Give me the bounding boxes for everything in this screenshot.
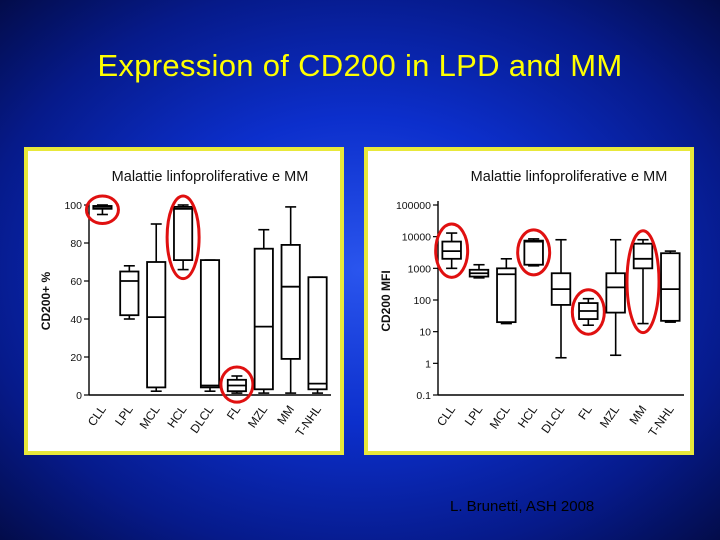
- y-tick-label: 10: [419, 327, 431, 339]
- x-tick-label-mm: MM: [274, 403, 297, 427]
- chart-title: Malattie linfoproliferative e MM: [471, 169, 668, 185]
- x-tick-label-lpl: LPL: [462, 402, 486, 428]
- box-mcl: [496, 267, 517, 324]
- highlight-circle-fl: [570, 288, 606, 336]
- y-tick-label: 20: [70, 352, 82, 364]
- y-tick-label: 100: [413, 295, 431, 307]
- box-mm: [280, 244, 301, 360]
- y-tick-label: 10000: [402, 232, 431, 244]
- x-tick-label-cll: CLL: [434, 402, 458, 428]
- box-cll: [441, 240, 462, 260]
- y-tick-label: 100000: [396, 200, 431, 212]
- x-tick-label-mcl: MCL: [137, 402, 163, 431]
- x-tick-label-t-nhl: T-NHL: [645, 402, 677, 439]
- x-tick-label-mzl: MZL: [597, 402, 622, 430]
- box-t-nhl: [307, 276, 328, 391]
- box-hcl: [523, 239, 544, 266]
- chart-panel-cd200-mfi: Malattie linfoproliferative e MM CD200 MF…: [364, 147, 694, 455]
- x-tick-label-dlcl: DLCL: [187, 402, 216, 435]
- x-tick-label-dlcl: DLCL: [538, 402, 567, 435]
- box-lpl: [119, 270, 140, 317]
- x-tick-label-mcl: MCL: [487, 402, 513, 431]
- slide-title: Expression of CD200 in LPD and MM: [97, 48, 623, 83]
- x-tick-label-t-nhl: T-NHL: [293, 402, 325, 439]
- box-mzl: [605, 272, 626, 314]
- y-tick-label: 1: [425, 358, 431, 370]
- y-tick-label: 60: [70, 276, 82, 288]
- boxplot-cd200-mfi: Malattie linfoproliferative e MM CD200 MF…: [379, 169, 684, 439]
- box-dlcl: [199, 259, 221, 389]
- x-tick-label-hcl: HCL: [515, 402, 540, 430]
- highlight-circle-cll: [84, 194, 120, 225]
- box-hcl: [173, 206, 194, 262]
- y-tick-label: 40: [70, 314, 82, 326]
- highlight-circle-hcl: [516, 228, 552, 277]
- box-mcl: [146, 261, 167, 389]
- highlight-circle-mm: [625, 229, 661, 335]
- y-tick-label: 0.1: [416, 390, 431, 402]
- box-mm: [632, 242, 654, 270]
- x-tick-label-fl: FL: [575, 402, 595, 422]
- chart-title: Malattie linfoproliferative e MM: [112, 169, 309, 185]
- y-tick-label: 1000: [408, 263, 432, 275]
- x-tick-label-cll: CLL: [85, 402, 109, 428]
- y-tick-label: 100: [64, 200, 82, 212]
- y-tick-label: 0: [76, 390, 82, 402]
- citation-credit: L. Brunetti, ASH 2008: [450, 498, 595, 515]
- y-tick-label: 80: [70, 238, 82, 250]
- y-axis-label: CD200 MFI: [379, 270, 393, 331]
- highlight-circle-hcl: [165, 194, 201, 281]
- x-tick-label-mzl: MZL: [245, 402, 270, 430]
- x-tick-label-mm: MM: [627, 403, 650, 427]
- x-tick-label-lpl: LPL: [112, 402, 136, 428]
- y-axis-label: CD200+ %: [39, 271, 53, 330]
- chart-panel-cd200-percent: Malattie linfoproliferative e MM CD200+ %…: [24, 147, 344, 455]
- boxplot-cd200-percent: Malattie linfoproliferative e MM CD200+ %…: [39, 169, 331, 439]
- highlight-circle-cll: [434, 222, 470, 279]
- x-tick-label-fl: FL: [224, 402, 244, 422]
- box-t-nhl: [660, 252, 681, 322]
- x-tick-label-hcl: HCL: [164, 402, 189, 430]
- box-mzl: [253, 247, 274, 391]
- highlight-circle-fl: [219, 365, 255, 404]
